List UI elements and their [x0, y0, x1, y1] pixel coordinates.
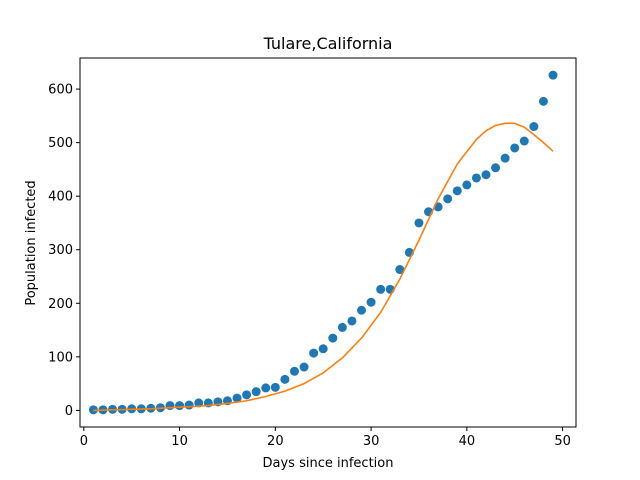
plot-area: [88, 70, 558, 415]
data-point: [376, 284, 386, 294]
data-point: [452, 186, 462, 196]
data-point: [443, 194, 453, 204]
data-point: [328, 333, 338, 343]
fit-curve-line: [93, 122, 554, 412]
x-tick-label: 30: [363, 434, 380, 449]
data-point: [481, 170, 491, 180]
x-tick-label: 40: [459, 434, 476, 449]
x-tick-label: 10: [171, 434, 188, 449]
data-point: [414, 218, 424, 228]
data-point: [251, 387, 261, 397]
data-point: [318, 344, 328, 354]
x-tick-label: 50: [554, 434, 571, 449]
data-point: [280, 374, 290, 384]
data-point: [175, 401, 185, 411]
data-point: [529, 122, 539, 132]
data-point: [462, 180, 472, 190]
data-point: [299, 362, 309, 372]
data-point: [261, 383, 271, 393]
data-point: [519, 136, 529, 146]
y-tick-label: 300: [48, 243, 73, 258]
y-tick-label: 400: [48, 190, 73, 205]
x-tick-label: 20: [267, 434, 284, 449]
data-point: [337, 322, 347, 332]
y-tick-label: 500: [48, 136, 73, 151]
y-tick-label: 200: [48, 297, 73, 312]
data-point: [471, 173, 481, 183]
data-point: [357, 305, 367, 315]
data-point: [184, 400, 194, 410]
y-tick-label: 600: [48, 83, 73, 98]
data-point: [165, 401, 175, 411]
data-point: [500, 153, 510, 163]
data-point: [510, 143, 520, 153]
x-tick-label: 0: [80, 434, 88, 449]
axes-frame: [79, 57, 577, 428]
x-axis-label: Days since infection: [263, 456, 394, 471]
data-point: [395, 265, 405, 275]
y-axis-label: Population infected: [24, 180, 39, 305]
data-point: [289, 366, 299, 376]
data-point: [309, 348, 319, 358]
data-point: [232, 393, 242, 403]
data-point: [194, 398, 204, 408]
data-point: [270, 382, 280, 392]
y-tick-label: 0: [65, 404, 73, 419]
y-tick-label: 100: [48, 350, 73, 365]
chart-title: Tulare,California: [263, 34, 393, 53]
data-point: [347, 316, 357, 326]
data-point: [548, 70, 558, 80]
data-point: [242, 390, 252, 400]
data-point: [366, 297, 376, 307]
data-point: [538, 96, 548, 106]
data-point: [491, 163, 501, 173]
